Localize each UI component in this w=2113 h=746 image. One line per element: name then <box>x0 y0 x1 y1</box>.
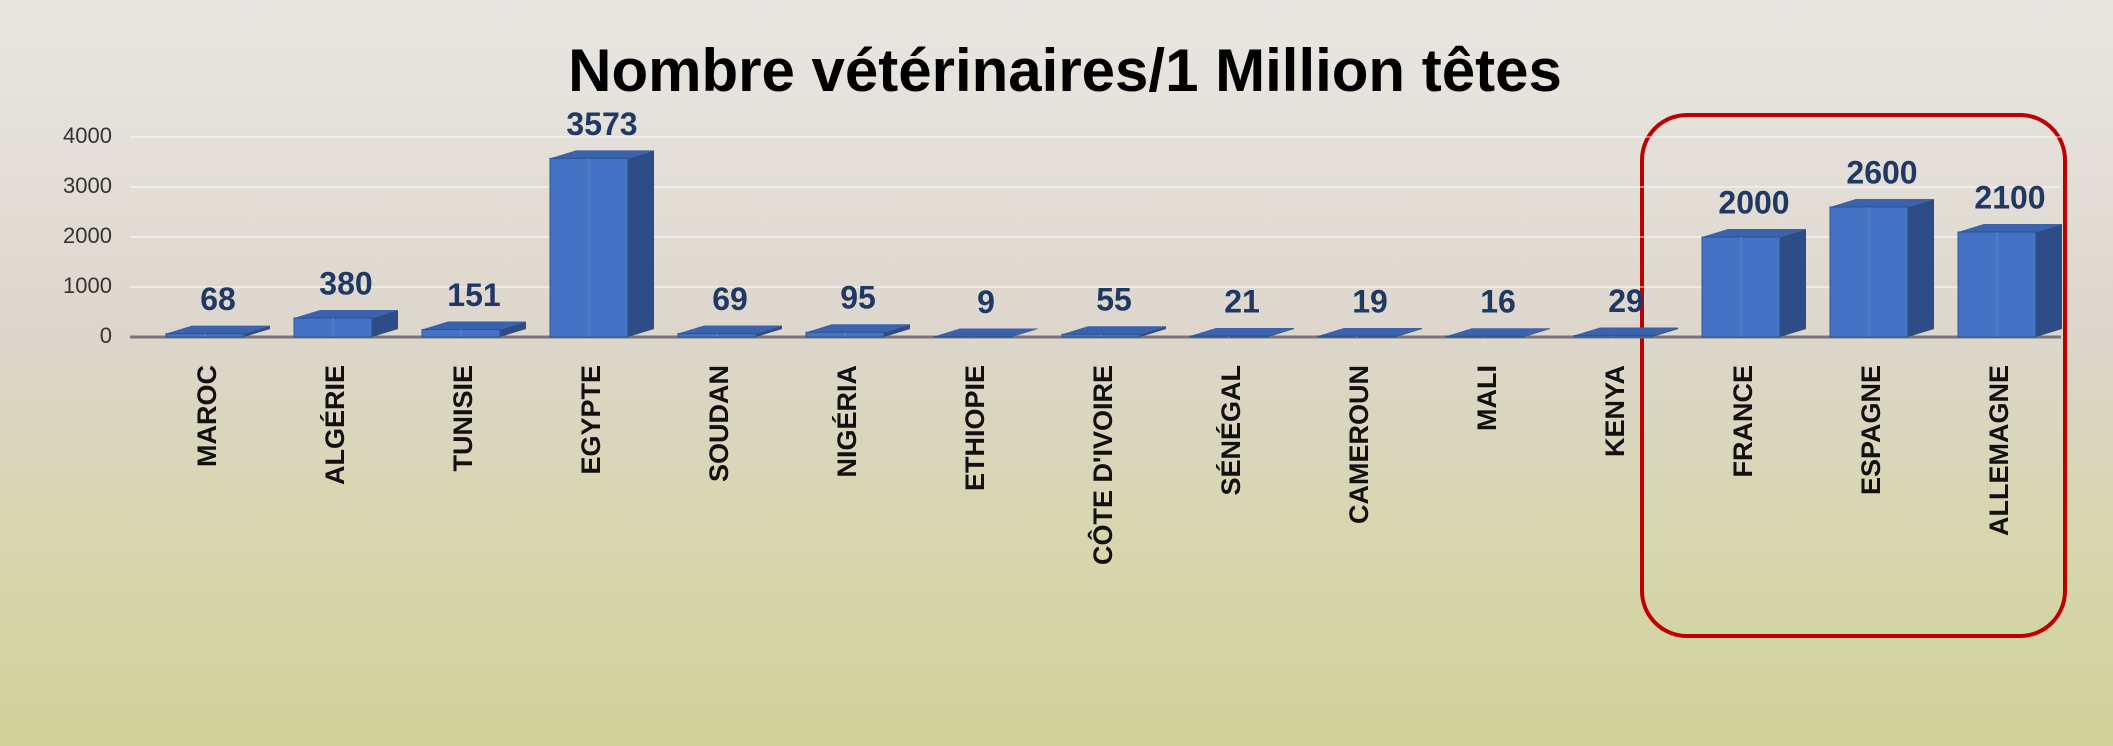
value-label: 69 <box>712 281 748 317</box>
y-tick-label: 3000 <box>63 173 112 198</box>
bar-side <box>628 150 654 337</box>
value-label: 9 <box>977 284 995 320</box>
value-label: 380 <box>319 265 372 301</box>
bar-side <box>1268 327 1294 337</box>
bar-top <box>934 328 1038 337</box>
x-tick-label: CAMEROUN <box>1344 365 1374 524</box>
x-tick-label: MALI <box>1472 365 1502 431</box>
x-tick-label: NIGÉRIA <box>831 365 862 478</box>
bar-side <box>1012 328 1038 337</box>
bar-top <box>806 324 910 333</box>
bar-top <box>1958 224 2062 232</box>
value-label: 19 <box>1352 284 1388 320</box>
y-tick-label: 4000 <box>63 123 112 148</box>
bar-top <box>1190 327 1294 336</box>
bar-side <box>244 325 270 337</box>
chart-title: Nombre vétérinaires/1 Million têtes <box>568 37 1562 104</box>
value-label: 16 <box>1480 284 1516 320</box>
bar-top <box>1574 327 1678 336</box>
bar-side <box>756 325 782 337</box>
bar-top <box>550 150 654 159</box>
bar-top <box>1318 328 1422 337</box>
x-tick-label: SÉNÉGAL <box>1215 365 1246 496</box>
bar-top <box>678 325 782 334</box>
bar-top <box>294 310 398 318</box>
x-tick-label: FRANCE <box>1728 365 1758 478</box>
bar-side <box>884 324 910 337</box>
x-tick-label: TUNISIE <box>448 365 478 472</box>
bar-side <box>1524 328 1550 337</box>
bar-side <box>1908 199 1934 337</box>
bar-side <box>1396 328 1422 337</box>
x-tick-label: ALLEMAGNE <box>1984 365 2014 536</box>
highlight-box <box>1640 113 2067 638</box>
x-tick-label: ETHIOPIE <box>960 365 990 491</box>
bar-side <box>1652 327 1678 337</box>
x-tick-label: EGYPTE <box>576 365 606 475</box>
x-tick-label: CÔTE D'IVOIRE <box>1087 365 1118 565</box>
x-tick-label: SOUDAN <box>704 365 734 482</box>
bar-top <box>166 325 270 334</box>
x-tick-label: KENYA <box>1600 365 1630 457</box>
value-label: 151 <box>447 277 500 313</box>
x-tick-label: MAROC <box>192 365 222 467</box>
bar-top <box>1702 229 1806 237</box>
x-tick-label: ALGÉRIE <box>319 365 350 485</box>
bar-top <box>1446 328 1550 337</box>
value-label: 68 <box>200 281 236 317</box>
bar-top <box>1830 199 1934 207</box>
value-label: 2100 <box>1974 179 2045 215</box>
bar-side <box>372 310 398 337</box>
bar-side <box>2036 224 2062 337</box>
y-tick-label: 1000 <box>63 273 112 298</box>
value-label: 2600 <box>1846 154 1917 190</box>
x-tick-label: ESPAGNE <box>1856 365 1886 495</box>
value-label: 29 <box>1608 283 1644 319</box>
value-label: 2000 <box>1718 184 1789 220</box>
y-tick-label: 2000 <box>63 223 112 248</box>
value-label: 95 <box>840 280 876 316</box>
value-label: 55 <box>1096 282 1132 318</box>
y-tick-label: 0 <box>100 323 112 348</box>
value-label: 3573 <box>566 106 637 142</box>
bar-side <box>1140 326 1166 337</box>
value-label: 21 <box>1224 283 1260 319</box>
bar-top <box>1062 326 1166 335</box>
bar-side <box>1780 229 1806 337</box>
bar-side <box>500 321 526 337</box>
bar-top <box>422 321 526 330</box>
